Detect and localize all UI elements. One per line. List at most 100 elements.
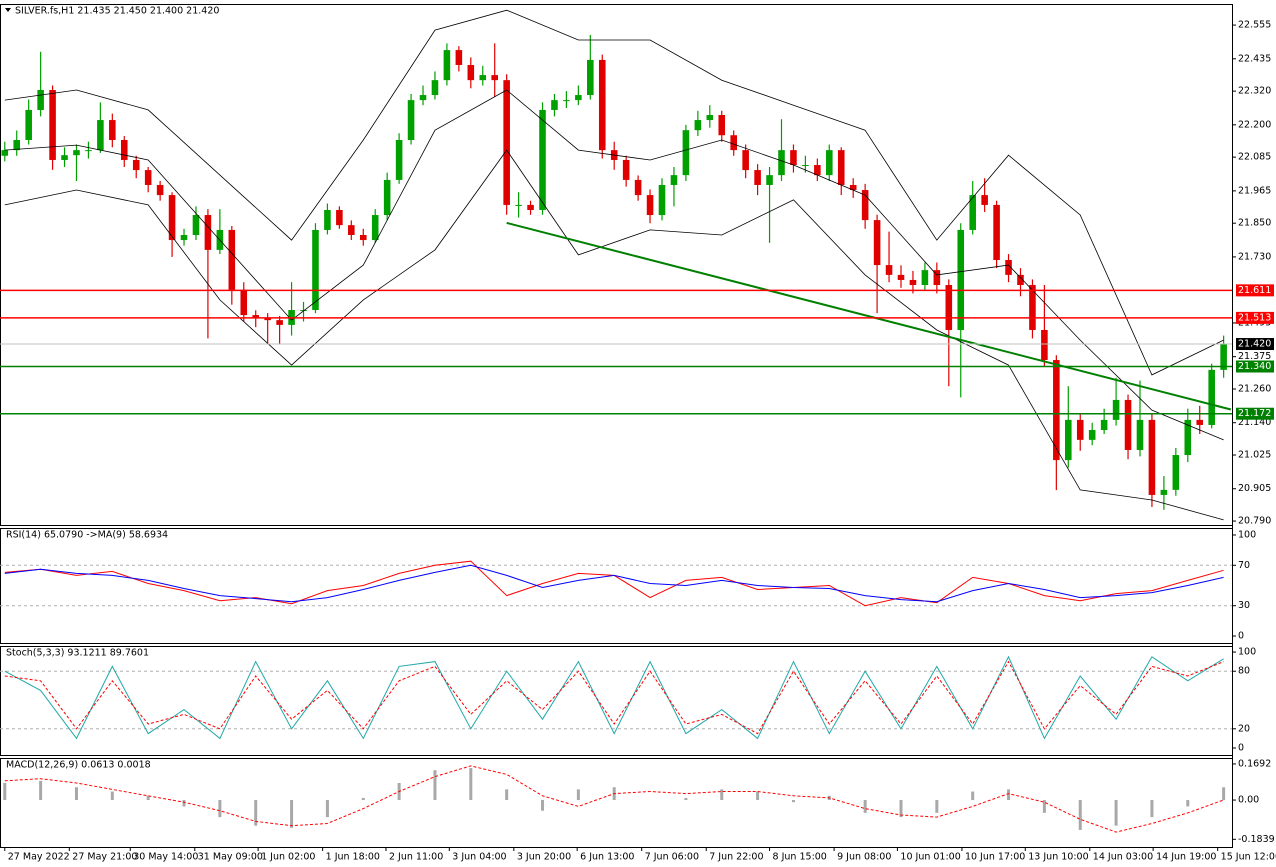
price-label: 21.513	[1238, 312, 1271, 323]
candle-body	[120, 140, 128, 160]
candle-body	[37, 89, 44, 110]
candle-body	[527, 204, 534, 210]
price-label-box	[1236, 284, 1274, 297]
y-tick-label: 21.260	[1238, 383, 1271, 394]
candle-body	[1005, 260, 1012, 275]
x-tick-label: 1 Jun 18:00	[326, 852, 380, 863]
y-tick-label: 100	[1238, 529, 1256, 540]
x-tick-label: 7 Jun 22:00	[709, 852, 763, 863]
candle-body	[85, 150, 92, 152]
candle-body	[324, 209, 331, 230]
candle-body	[981, 195, 988, 205]
candle-body	[945, 285, 953, 330]
panel-title: MACD(12,26,9) 0.0613 0.0018	[6, 760, 151, 771]
y-tick-label: 100	[1238, 647, 1256, 658]
candle-body	[336, 209, 343, 226]
candle-body	[240, 289, 248, 316]
candle-body	[754, 170, 761, 185]
candle-body	[634, 179, 642, 196]
candle-body	[694, 120, 702, 131]
candle-body	[491, 75, 498, 81]
candle-body	[575, 95, 582, 101]
band-lower	[4, 149, 1224, 521]
candle-body	[455, 50, 463, 65]
candle-body	[1029, 285, 1036, 330]
signal-line	[4, 765, 1224, 833]
candle-body	[873, 220, 881, 266]
x-tick-label: 14 Jun 19:00	[1156, 852, 1216, 863]
y-tick-label: 21.850	[1238, 218, 1271, 229]
candle-body	[993, 204, 1000, 261]
y-tick-label: 80	[1238, 666, 1250, 677]
candle-body	[419, 95, 427, 101]
price-label-box	[1236, 407, 1274, 420]
candle-body	[1076, 419, 1084, 440]
candle-body	[849, 184, 857, 191]
candle-body	[312, 229, 319, 311]
candle-body	[790, 150, 797, 166]
y-tick-label: 0.00	[1238, 795, 1259, 806]
candle-body	[1208, 369, 1215, 425]
candle-body	[598, 59, 606, 151]
candle-body	[587, 59, 594, 96]
x-tick-label: 3 Jun 04:00	[452, 852, 506, 863]
band-upper	[4, 9, 1224, 376]
x-tick-label: 13 Jun 10:00	[1028, 852, 1088, 863]
candle-body	[1148, 419, 1156, 495]
x-tick-label: 7 Jun 06:00	[645, 852, 699, 863]
candle-body	[897, 274, 905, 280]
y-tick-label: 22.085	[1238, 152, 1271, 163]
candle-body	[563, 100, 570, 102]
trend-line	[506, 221, 1232, 411]
candle-body	[670, 175, 678, 185]
indicator-line	[4, 660, 1224, 735]
y-tick-label: 20.790	[1238, 516, 1271, 527]
price-label-box	[1236, 338, 1274, 351]
y-tick-label: 21.375	[1238, 351, 1271, 362]
price-label: 21.420	[1238, 339, 1271, 350]
panel-title: RSI(14) 65.0790 ->MA(9) 58.6934	[6, 530, 168, 541]
candle-body	[25, 109, 32, 141]
band-middle	[4, 89, 1224, 441]
y-tick-label: 20.905	[1238, 483, 1271, 494]
candle-body	[156, 184, 164, 196]
y-tick-label: 21.140	[1238, 417, 1271, 428]
price-label: 21.340	[1238, 361, 1271, 372]
candle-body	[1017, 274, 1024, 286]
candle-body	[503, 80, 510, 205]
plot-area	[3, 765, 1226, 833]
candle-body	[479, 75, 487, 81]
plot-area	[0, 655, 1232, 740]
candle-body	[802, 165, 809, 167]
candle-body	[228, 229, 236, 290]
menu-triangle[interactable]	[5, 8, 11, 12]
x-tick-label: 30 May 14:00	[133, 852, 198, 863]
candle-body	[252, 315, 260, 318]
panel-title: Stoch(5,3,3) 93.1211 89.7601	[6, 648, 149, 659]
candle-body	[706, 115, 714, 121]
candle-body	[1065, 419, 1072, 461]
price-label: 21.172	[1238, 408, 1271, 419]
candle-body	[431, 80, 439, 96]
candle-body	[1100, 419, 1108, 431]
y-tick-label: 21.025	[1238, 450, 1271, 461]
candle-body	[718, 115, 726, 136]
y-tick-label: 0	[1238, 742, 1244, 753]
candle-body	[969, 195, 976, 230]
candle-body	[1136, 419, 1144, 450]
candle-body	[1, 150, 9, 156]
candle-body	[1172, 455, 1180, 490]
candle-body	[97, 120, 104, 151]
candle-body	[1041, 329, 1048, 361]
candle-body	[204, 215, 212, 250]
candle-body	[13, 140, 21, 151]
x-tick-label: 8 Jun 15:00	[773, 852, 827, 863]
y-tick-label: 22.200	[1238, 119, 1271, 130]
y-tick-label: 21.965	[1238, 185, 1271, 196]
candle-body	[539, 109, 546, 210]
candle-body	[658, 184, 666, 216]
y-tick-label: 21.730	[1238, 251, 1271, 262]
candle-body	[61, 155, 68, 160]
x-tick-label: 31 May 09:00	[198, 852, 263, 863]
